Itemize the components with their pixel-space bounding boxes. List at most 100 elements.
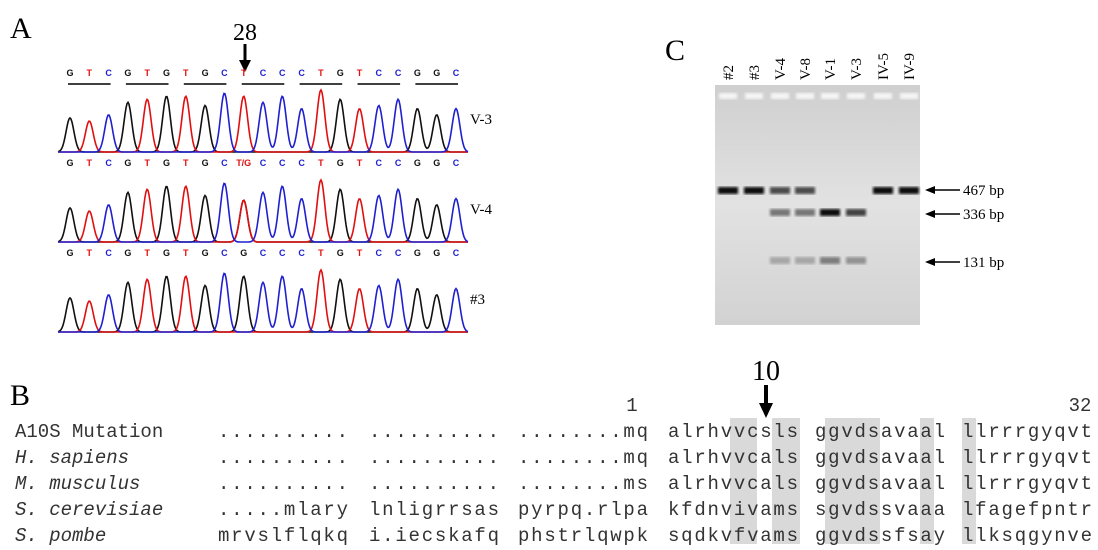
base-call: C (376, 68, 383, 78)
sequence-block: ggvdsavaal (815, 473, 945, 495)
species-name: M. musculus (15, 473, 140, 495)
species-name: S. cerevisiae (15, 499, 163, 521)
base-call: G (66, 158, 73, 168)
trace (58, 187, 468, 242)
base-call: C (395, 68, 402, 78)
band (820, 257, 840, 264)
marker-label: 467 bp (963, 183, 1004, 199)
sequence-block: alrhvvcals (668, 473, 798, 495)
sequence-block: phstrlqwpk (518, 525, 648, 547)
alignment: A10S Mutation...........................… (15, 421, 1092, 547)
base-call: C (105, 68, 112, 78)
marker-arrow-head (925, 210, 935, 218)
band (744, 187, 764, 194)
base-call: C (221, 68, 228, 78)
sequence-block: llrrrgyqvt (962, 447, 1092, 469)
base-call: T (87, 158, 93, 168)
base-call: C (279, 248, 286, 258)
base-call: G (414, 68, 421, 78)
sequence-block: .......... (218, 473, 348, 495)
sequence-block: .....mlary (218, 499, 348, 521)
sequence-block: sqdkvfvams (668, 525, 798, 547)
base-call: C (298, 68, 305, 78)
base-call: G (337, 68, 344, 78)
trace (58, 93, 468, 152)
base-call: T (144, 248, 150, 258)
base-call: C (221, 248, 228, 258)
sequence-block: .......... (369, 421, 499, 443)
species-name: A10S Mutation (15, 421, 163, 443)
base-call: T (318, 158, 324, 168)
sequence-block: lnligrrsas (369, 499, 499, 521)
base-call: G (163, 68, 170, 78)
base-call: T (357, 158, 363, 168)
base-call: G (66, 68, 73, 78)
marker-label: 131 bp (963, 255, 1004, 271)
base-call: G (240, 248, 247, 258)
sequence-block: ........ms (518, 473, 648, 495)
lane-label: IV-5 (876, 53, 892, 80)
sequence-block: kfdnvivams (668, 499, 798, 521)
sequence-block: llksqgynve (962, 525, 1092, 547)
base-call: C (260, 68, 267, 78)
sequence-block: ........mq (518, 421, 648, 443)
base-call: T (357, 68, 363, 78)
sequence-block: ggvdssfsay (815, 525, 945, 547)
sequence-block: ........mq (518, 447, 648, 469)
trace (58, 97, 468, 152)
base-call: T (183, 68, 189, 78)
sample-label: #3 (470, 292, 485, 308)
sequence-block: ggvdsavaal (815, 421, 945, 443)
lane-label: #3 (747, 65, 763, 80)
base-call: C (221, 158, 228, 168)
well (900, 93, 918, 99)
species-name: S. pombe (15, 525, 106, 547)
band (770, 257, 790, 264)
panel-label: B (10, 379, 30, 412)
base-call: C (105, 158, 112, 168)
band (846, 209, 866, 216)
base-call: G (202, 158, 209, 168)
lane-label: V-1 (823, 58, 839, 80)
base-call: G (124, 68, 131, 78)
base-call: T (144, 68, 150, 78)
sample-label: V-4 (470, 202, 492, 218)
position-label: 28 (233, 20, 257, 46)
marker-arrow-head (925, 186, 935, 194)
base-call: G (163, 158, 170, 168)
sequence-block: pyrpq.rlpa (518, 499, 648, 521)
well (874, 93, 892, 99)
band (795, 187, 815, 194)
base-call: C (395, 158, 402, 168)
base-call: G (337, 248, 344, 258)
base-call: T/G (236, 158, 251, 168)
band (718, 187, 738, 194)
base-call: G (414, 158, 421, 168)
lane-label: #2 (721, 65, 737, 80)
base-call: C (298, 158, 305, 168)
trace (58, 276, 468, 332)
species-name: H. sapiens (15, 447, 129, 469)
marker-label: 336 bp (963, 207, 1004, 223)
sequence-block: sgvdssvaaa (815, 499, 945, 521)
lane-label: V-8 (798, 58, 814, 80)
base-call: C (105, 248, 112, 258)
band (820, 209, 840, 216)
arrow-head (759, 403, 773, 418)
figure: A C B 28 GTCGTGTGCTCCCTGTCCGGCV-3GTCGTGT… (0, 0, 1098, 550)
base-call: G (433, 248, 440, 258)
lane-label: V-4 (773, 58, 789, 80)
base-call: G (433, 68, 440, 78)
band (770, 187, 790, 194)
base-call: T (318, 68, 324, 78)
base-call: C (260, 248, 267, 258)
base-call: G (202, 248, 209, 258)
sequence-block: mrvslflqkq (218, 525, 348, 547)
well (796, 93, 814, 99)
band (770, 209, 790, 216)
position-label: 10 (752, 356, 780, 387)
band (795, 209, 815, 216)
position-start: 1 (626, 395, 637, 417)
base-call: C (279, 68, 286, 78)
sample-label: V-3 (470, 112, 492, 128)
